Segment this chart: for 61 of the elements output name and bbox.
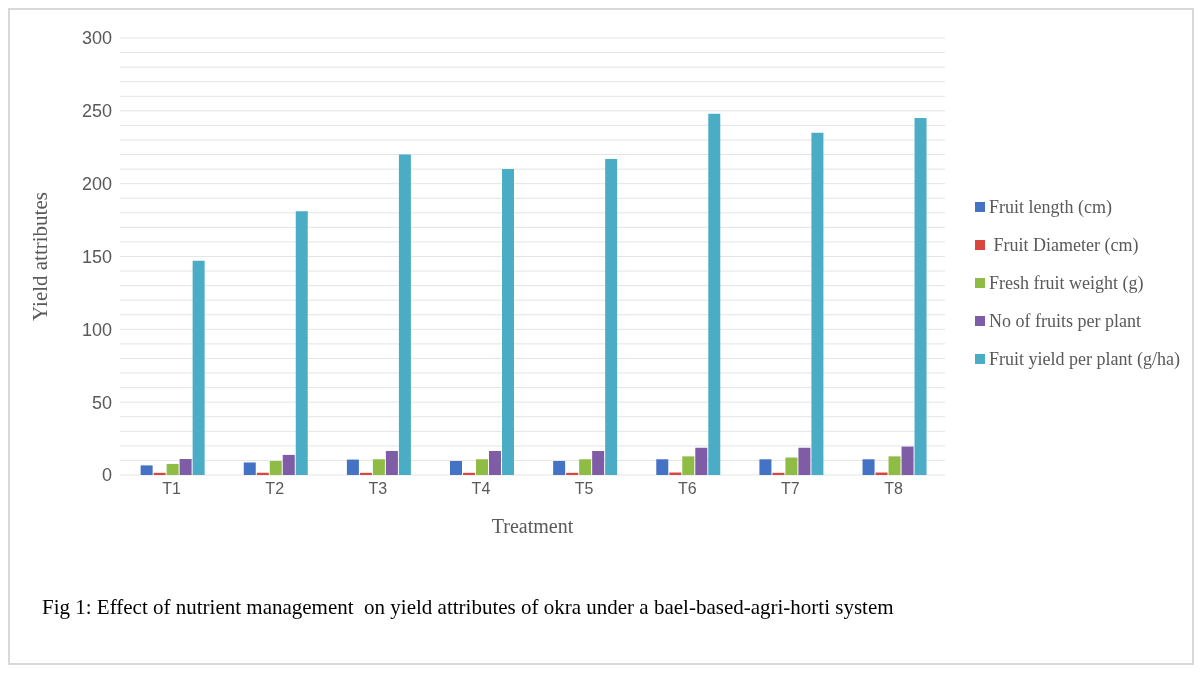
y-tick-label: 250 bbox=[81, 101, 112, 122]
y-tick-label: 200 bbox=[81, 174, 112, 195]
bar bbox=[385, 450, 398, 475]
bar bbox=[346, 459, 359, 475]
x-tick-label: T7 bbox=[781, 480, 800, 498]
bar bbox=[502, 169, 515, 475]
bar bbox=[140, 465, 153, 475]
bar bbox=[798, 447, 811, 475]
bar bbox=[682, 456, 695, 475]
bar bbox=[489, 450, 502, 475]
bar bbox=[179, 458, 192, 475]
bar bbox=[759, 459, 772, 475]
x-tick-label: T5 bbox=[574, 480, 594, 498]
x-axis-title: Treatment bbox=[491, 515, 574, 537]
bar bbox=[695, 447, 708, 475]
x-tick-label: T2 bbox=[265, 480, 285, 498]
x-tick-label: T6 bbox=[677, 480, 697, 498]
bar bbox=[166, 463, 179, 475]
bar bbox=[901, 446, 914, 475]
bar bbox=[192, 260, 205, 475]
y-tick-label: 150 bbox=[81, 246, 112, 267]
bar bbox=[772, 472, 785, 475]
y-tick-label: 100 bbox=[81, 319, 112, 340]
bar bbox=[656, 459, 669, 475]
bar bbox=[553, 461, 566, 475]
bar bbox=[359, 472, 372, 475]
bar bbox=[785, 457, 798, 475]
bar bbox=[476, 459, 489, 475]
bar bbox=[605, 158, 618, 475]
bar bbox=[566, 472, 579, 475]
bar bbox=[450, 461, 463, 475]
bar bbox=[269, 461, 282, 475]
legend-label: Fresh fruit weight (g) bbox=[989, 271, 1144, 295]
y-tick-label: 300 bbox=[81, 28, 112, 49]
bar bbox=[592, 450, 605, 475]
bar bbox=[708, 113, 721, 475]
x-tick-label: T1 bbox=[162, 480, 181, 498]
bar bbox=[153, 472, 166, 475]
bar bbox=[372, 459, 385, 475]
legend-label: No of fruits per plant bbox=[989, 309, 1142, 333]
x-tick-label: T8 bbox=[884, 480, 903, 498]
bar bbox=[914, 118, 927, 475]
caption: Fig 1: Effect of nutrient management on yield attributes of okra under a bael-based-agri-horti system bbox=[42, 595, 894, 620]
legend-label: Fruit length (cm) bbox=[989, 195, 1113, 219]
bar bbox=[295, 211, 308, 475]
x-tick-label: T4 bbox=[471, 480, 491, 498]
bar bbox=[463, 472, 476, 475]
bar bbox=[398, 154, 411, 475]
bar bbox=[811, 132, 824, 475]
bar bbox=[243, 462, 256, 475]
y-tick-label: 50 bbox=[91, 392, 112, 413]
y-tick-label: 0 bbox=[101, 465, 112, 486]
legend-label: Fruit Diameter (cm) bbox=[992, 233, 1139, 257]
legend-label: Fruit yield per plant (g/ha) bbox=[989, 347, 1180, 371]
y-axis-title: Yield attributes bbox=[28, 192, 53, 321]
x-tick-label: T3 bbox=[368, 480, 388, 498]
bar bbox=[282, 454, 295, 475]
bar bbox=[256, 472, 269, 475]
bar bbox=[888, 456, 901, 475]
bar bbox=[579, 459, 592, 475]
bar bbox=[862, 459, 875, 475]
